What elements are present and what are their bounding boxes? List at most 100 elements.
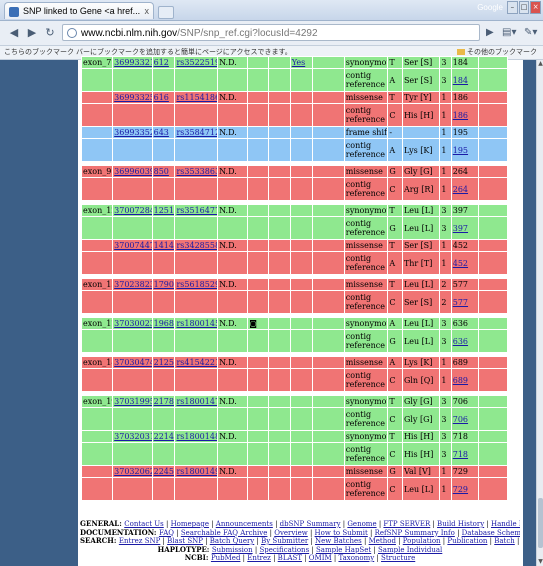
clinical-cell-link[interactable]: Yes	[291, 58, 306, 67]
mrna-position-cell[interactable]: 1251	[151, 204, 176, 217]
footer-link[interactable]: Submission	[211, 545, 253, 554]
contig-position-cell-link[interactable]: 37030474	[114, 358, 153, 367]
aa-position-cell-link[interactable]: 577	[452, 297, 469, 307]
rs-id-cell[interactable]: rs35164771	[174, 204, 219, 217]
contig-position-cell-link[interactable]: 37032031	[114, 432, 153, 441]
contig-position-cell[interactable]	[112, 216, 153, 240]
aa-position-cell[interactable]: 718	[450, 442, 479, 466]
mrna-position-cell[interactable]	[151, 138, 176, 162]
mrna-position-cell[interactable]	[151, 216, 176, 240]
rs-id-cell[interactable]	[174, 251, 219, 275]
mrna-position-cell-link[interactable]: 643	[153, 128, 169, 137]
contig-position-cell[interactable]: 37007284	[112, 204, 153, 217]
contig-position-cell[interactable]: 36993352	[112, 126, 153, 139]
mrna-position-cell[interactable]: 2125	[151, 356, 176, 369]
footer-link[interactable]: Batch	[494, 537, 515, 545]
scroll-up-icon[interactable]: ▲	[538, 60, 543, 67]
footer-link[interactable]: FAQ	[158, 528, 174, 537]
footer-link[interactable]: Publication	[447, 537, 488, 545]
rs-id-cell-link[interactable]: rs35847123	[176, 128, 216, 137]
mrna-position-cell-link[interactable]: 2125	[153, 358, 174, 367]
aa-position-cell[interactable]: 577	[450, 290, 479, 314]
mrna-position-cell-link[interactable]: 2214	[153, 432, 174, 441]
mrna-position-cell[interactable]: 2214	[151, 430, 176, 443]
contig-position-cell[interactable]: 37032062	[112, 465, 153, 478]
mrna-position-cell[interactable]	[151, 68, 176, 92]
aa-position-cell[interactable]: 195	[450, 138, 479, 162]
footer-link[interactable]: Sample Individual	[378, 545, 443, 554]
contig-position-cell[interactable]	[112, 290, 153, 314]
contig-position-cell-link[interactable]: 37007284	[114, 206, 153, 215]
other-bookmarks-button[interactable]: その他のブックマーク	[457, 46, 537, 59]
contig-position-cell[interactable]	[112, 368, 153, 392]
footer-link[interactable]: Entrez SNP	[118, 537, 161, 545]
scroll-down-icon[interactable]: ▼	[538, 558, 543, 565]
rs-id-cell[interactable]: rs1800148	[174, 430, 219, 443]
mrna-position-cell-link[interactable]: 1414	[153, 241, 174, 250]
rs-id-cell[interactable]: rs1800145	[174, 317, 219, 330]
mrna-position-cell[interactable]	[151, 442, 176, 466]
mrna-position-cell[interactable]	[151, 103, 176, 127]
mrna-position-cell-link[interactable]: 616	[153, 93, 169, 102]
wrench-icon[interactable]: ✎▾	[524, 27, 538, 38]
footer-link[interactable]: Sample HapSet	[315, 545, 372, 554]
new-tab-button[interactable]	[158, 6, 174, 19]
rs-id-cell-link[interactable]: rs35164771	[176, 206, 216, 215]
rs-id-cell[interactable]: rs34285587	[174, 239, 219, 252]
contig-position-cell[interactable]	[112, 407, 153, 431]
mrna-position-cell[interactable]	[151, 407, 176, 431]
footer-link[interactable]: dbSNP Summary	[279, 520, 341, 528]
contig-position-cell-link[interactable]: 37031995	[114, 397, 153, 406]
rs-id-cell[interactable]	[174, 407, 219, 431]
tab-close-icon[interactable]: x	[144, 6, 150, 16]
contig-position-cell-link[interactable]: 36993325	[114, 93, 153, 102]
rs-id-cell[interactable]	[174, 103, 219, 127]
mrna-position-cell[interactable]: 2245	[151, 465, 176, 478]
mrna-position-cell[interactable]: 616	[151, 91, 176, 104]
mrna-position-cell[interactable]: 1414	[151, 239, 176, 252]
page-menu-icon[interactable]: ▤▾	[502, 27, 517, 38]
mrna-position-cell[interactable]: 643	[151, 126, 176, 139]
contig-position-cell[interactable]	[112, 442, 153, 466]
rs-id-cell-link[interactable]: rs1800147	[176, 397, 218, 406]
back-arrow-icon[interactable]: ◀	[9, 26, 19, 39]
footer-link[interactable]: How to Submit	[314, 528, 368, 537]
footer-link[interactable]: Contact Us	[124, 520, 164, 528]
footer-link[interactable]: FTP SERVER	[383, 520, 431, 528]
close-window-button[interactable]: ×	[530, 1, 542, 14]
aa-position-cell[interactable]: 186	[450, 103, 479, 127]
footer-link[interactable]: Database Schema	[461, 528, 520, 537]
play-icon[interactable]: ▶	[486, 27, 494, 38]
aa-position-cell-link[interactable]: 184	[452, 75, 469, 85]
footer-link[interactable]: New Batches	[315, 537, 362, 545]
rs-id-cell[interactable]	[174, 329, 219, 353]
mrna-position-cell-link[interactable]: 612	[153, 58, 169, 67]
contig-position-cell[interactable]	[112, 329, 153, 353]
rs-id-cell[interactable]: rs1800149	[174, 465, 219, 478]
rs-id-cell-link[interactable]: rs11541862	[176, 93, 216, 102]
mrna-position-cell[interactable]	[151, 368, 176, 392]
mrna-position-cell[interactable]	[151, 329, 176, 353]
aa-position-cell[interactable]: 706	[450, 407, 479, 431]
minimize-button[interactable]: –	[507, 1, 518, 14]
contig-position-cell[interactable]: 37032031	[112, 430, 153, 443]
aa-position-cell-link[interactable]: 452	[452, 258, 469, 268]
footer-link[interactable]: Build History	[437, 520, 485, 528]
contig-position-cell-link[interactable]: 36996039	[114, 167, 153, 176]
reload-icon[interactable]: ↻	[45, 26, 55, 39]
aa-position-cell[interactable]: 184	[450, 68, 479, 92]
contig-position-cell[interactable]	[112, 177, 153, 201]
mrna-position-cell-link[interactable]: 2245	[153, 467, 174, 476]
address-bar[interactable]: www.ncbi.nlm.nih.gov/SNP/snp_ref.cgi?loc…	[62, 24, 480, 41]
contig-position-cell-link[interactable]: 36993321	[114, 58, 153, 67]
rs-id-cell-link[interactable]: rs35225190	[176, 58, 216, 67]
contig-position-cell[interactable]	[112, 103, 153, 127]
aa-position-cell-link[interactable]: 264	[452, 184, 469, 194]
contig-position-cell[interactable]	[112, 251, 153, 275]
rs-id-cell[interactable]: rs35225190	[174, 56, 219, 69]
aa-position-cell[interactable]: 452	[450, 251, 479, 275]
aa-position-cell-link[interactable]: 397	[452, 223, 469, 233]
footer-link[interactable]: PubMed	[210, 554, 241, 562]
contig-position-cell-link[interactable]: 37030023	[114, 319, 153, 328]
browser-tab[interactable]: SNP linked to Gene <a href... x	[4, 2, 154, 19]
